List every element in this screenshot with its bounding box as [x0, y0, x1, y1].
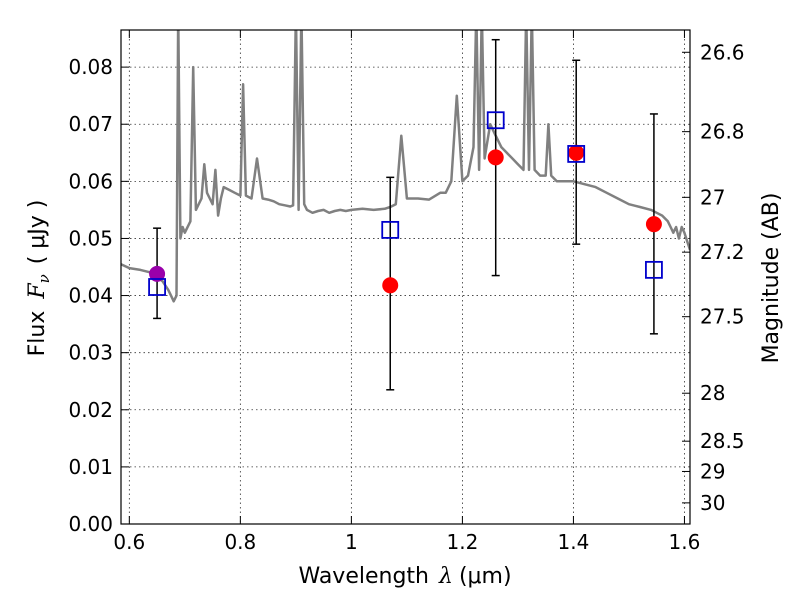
x-tick-label: 1.4	[558, 530, 590, 554]
y-tick-label: 0.08	[68, 55, 113, 79]
x-axis-label-symbol: λ	[438, 564, 453, 589]
y-tick-label: 0.06	[68, 169, 113, 193]
x-tick-label: 1	[345, 530, 358, 554]
model-photometry-point	[645, 260, 663, 279]
grid	[121, 30, 690, 525]
observed-flux-point	[382, 277, 399, 294]
y-axis-label-subscript: ν	[35, 274, 53, 283]
observed-flux-point	[487, 149, 504, 166]
y2-tick-label: 28.5	[700, 429, 745, 453]
x-tick-label: 1.2	[446, 530, 478, 554]
y2-tick-label: 27	[700, 185, 725, 209]
y2-tick-label: 27.5	[700, 305, 745, 329]
y-tick-label: 0.01	[68, 455, 113, 479]
y2-tick-label: 30	[700, 491, 725, 515]
x-tick-label: 1.6	[669, 530, 701, 554]
y2-tick-label: 26.8	[700, 120, 745, 144]
observed-flux-point	[645, 216, 662, 233]
y-tick-label: 0.00	[68, 512, 113, 536]
y-axis-label-symbol: F	[25, 283, 50, 300]
secondary-y-axis-ticks: 26.6 26.8 27 27.2 27.5 28 28.5 29 30	[682, 40, 745, 515]
y-axis-ticks: 0.00 0.01 0.02 0.03 0.04 0.05 0.06 0.07 0.08	[68, 55, 129, 536]
x-tick-label: 0.8	[224, 530, 256, 554]
y-tick-label: 0.07	[68, 112, 113, 136]
y2-tick-label: 28	[700, 381, 725, 405]
y-tick-label: 0.02	[68, 398, 113, 422]
y2-tick-label: 29	[700, 459, 725, 483]
y-axis-label: Flux Fν ( μJy )	[25, 200, 53, 357]
model-photometry-markers	[148, 111, 663, 296]
model-photometry-point	[381, 220, 400, 239]
x-axis-ticks: 0.6 0.8 1 1.2 1.4 1.6	[113, 30, 700, 554]
x-tick-label: 0.6	[113, 530, 145, 554]
y2-tick-label: 27.2	[700, 240, 745, 264]
plot-frame	[120, 29, 691, 525]
template-spectrum	[121, 30, 690, 303]
secondary-y-axis-label: Magnitude (AB)	[759, 193, 784, 364]
x-axis-label: Wavelength λ (μm)	[298, 564, 511, 589]
y-tick-label: 0.04	[68, 284, 113, 308]
model-photometry-point	[148, 278, 166, 296]
y-axis-label-unit: ( μJy )	[25, 200, 50, 265]
error-bars	[153, 38, 658, 391]
template-spectrum-line	[121, 30, 690, 303]
y2-tick-label: 26.6	[700, 40, 745, 64]
x-axis-label-prefix: Wavelength	[298, 564, 429, 589]
observed-flux-markers	[149, 144, 662, 294]
observed-flux-point	[568, 144, 585, 161]
y-tick-label: 0.03	[68, 341, 113, 365]
x-axis-label-unit: (μm)	[459, 564, 512, 589]
y-axis-label-prefix: Flux	[25, 311, 50, 357]
model-photometry-point	[486, 111, 505, 130]
model-photometry-point	[567, 145, 586, 163]
observed-flux-point-highlight	[149, 265, 166, 282]
y-tick-label: 0.05	[68, 226, 113, 250]
